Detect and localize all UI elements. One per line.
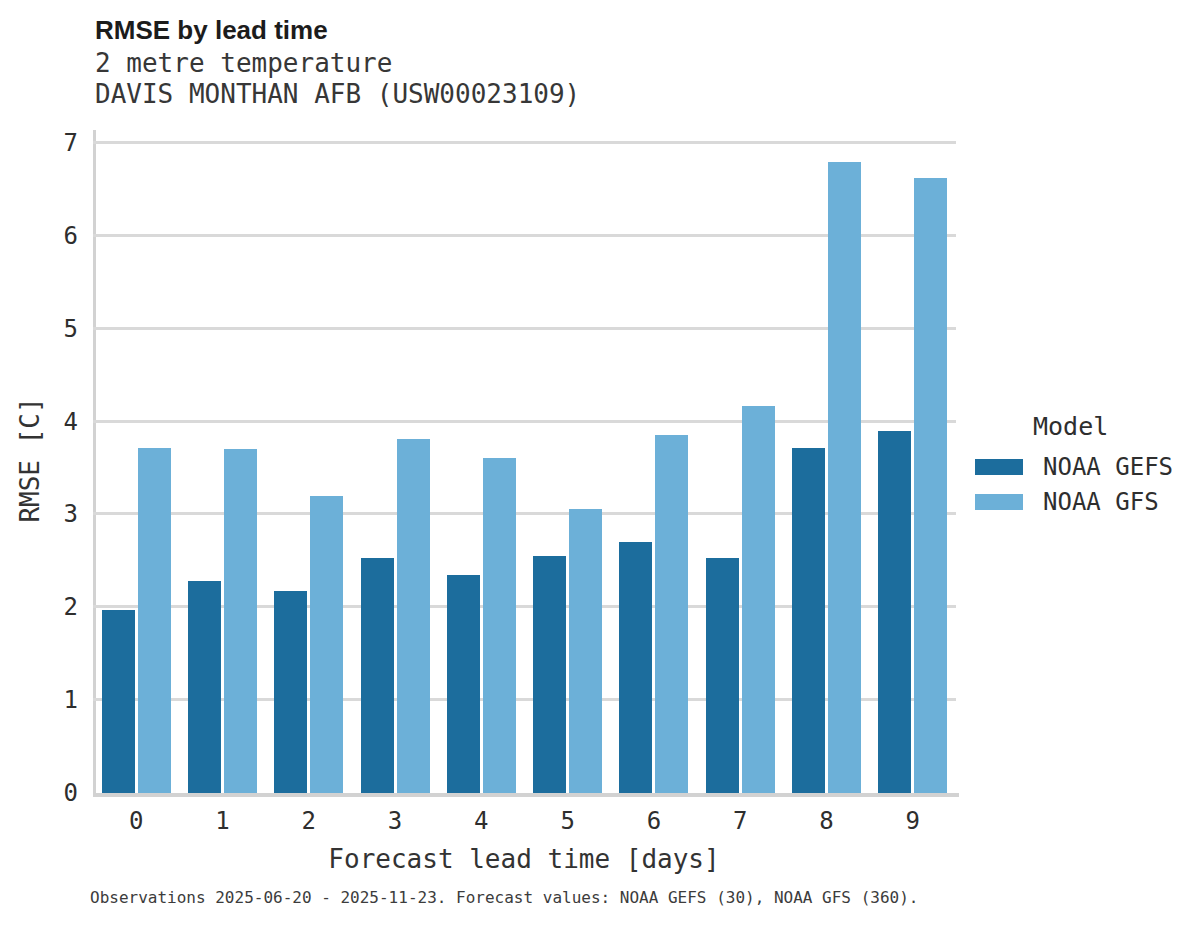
gridline-y-2 — [93, 605, 956, 608]
bar-noaa-gefs-lead-8 — [792, 448, 825, 793]
x-tick-label-0: 0 — [114, 806, 158, 836]
bar-noaa-gfs-lead-6 — [655, 435, 688, 793]
x-tick-label-8: 8 — [805, 806, 849, 836]
x-axis-spine — [93, 793, 959, 797]
bar-noaa-gfs-lead-7 — [742, 406, 775, 793]
bar-noaa-gefs-lead-2 — [274, 591, 307, 793]
legend-swatch-noaa-gefs — [975, 459, 1023, 475]
gridline-y-3 — [93, 512, 956, 515]
legend: Model NOAA GEFS NOAA GFS — [975, 412, 1173, 512]
legend-items: NOAA GEFS NOAA GFS — [975, 457, 1173, 512]
gridline-y-5 — [93, 327, 956, 330]
bar-noaa-gefs-lead-0 — [102, 610, 135, 793]
plot-area — [93, 130, 956, 793]
legend-label-noaa-gfs: NOAA GFS — [1043, 490, 1159, 514]
x-tick-label-3: 3 — [373, 806, 417, 836]
legend-item-noaa-gefs: NOAA GEFS — [975, 457, 1173, 477]
bar-noaa-gefs-lead-7 — [706, 558, 739, 793]
legend-swatch-noaa-gfs — [975, 494, 1023, 510]
y-tick-label-5: 5 — [34, 314, 78, 344]
bar-noaa-gfs-lead-1 — [224, 449, 257, 793]
y-tick-label-1: 1 — [34, 685, 78, 715]
legend-item-noaa-gfs: NOAA GFS — [975, 492, 1173, 512]
x-tick-label-6: 6 — [632, 806, 676, 836]
bar-noaa-gefs-lead-4 — [447, 575, 480, 793]
y-tick-label-6: 6 — [34, 221, 78, 251]
bar-noaa-gefs-lead-9 — [878, 431, 911, 793]
bar-noaa-gfs-lead-9 — [914, 178, 947, 793]
gridline-y-4 — [93, 420, 956, 423]
chart-subtitle-station: DAVIS MONTHAN AFB (USW00023109) — [95, 78, 580, 110]
x-tick-label-4: 4 — [459, 806, 503, 836]
bar-noaa-gfs-lead-5 — [569, 509, 602, 793]
bar-noaa-gefs-lead-3 — [361, 558, 394, 793]
x-axis-label: Forecast lead time [days] — [328, 844, 719, 874]
gridline-y-7 — [93, 141, 956, 144]
y-tick-label-0: 0 — [34, 778, 78, 808]
chart-subtitle-variable: 2 metre temperature — [95, 47, 392, 79]
bar-noaa-gfs-lead-8 — [828, 162, 861, 793]
bar-noaa-gefs-lead-6 — [619, 542, 652, 793]
legend-title: Model — [1033, 412, 1173, 442]
gridline-y-6 — [93, 234, 956, 237]
bar-noaa-gfs-lead-2 — [310, 496, 343, 793]
x-tick-label-2: 2 — [287, 806, 331, 836]
gridline-y-1 — [93, 698, 956, 701]
bar-noaa-gfs-lead-4 — [483, 458, 516, 793]
y-tick-label-3: 3 — [34, 499, 78, 529]
x-tick-label-5: 5 — [546, 806, 590, 836]
bar-noaa-gfs-lead-3 — [397, 439, 430, 793]
bar-noaa-gefs-lead-1 — [188, 581, 221, 793]
footer-note: Observations 2025-06-20 - 2025-11-23. Fo… — [90, 888, 918, 907]
x-tick-label-1: 1 — [200, 806, 244, 836]
y-tick-label-2: 2 — [34, 592, 78, 622]
bar-noaa-gfs-lead-0 — [138, 448, 171, 793]
bar-noaa-gefs-lead-5 — [533, 556, 566, 793]
x-tick-label-7: 7 — [718, 806, 762, 836]
chart-title: RMSE by lead time — [95, 14, 328, 46]
x-tick-label-9: 9 — [891, 806, 935, 836]
chart-page: RMSE by lead time 2 metre temperature DA… — [0, 0, 1195, 928]
y-tick-label-7: 7 — [34, 128, 78, 158]
legend-label-noaa-gefs: NOAA GEFS — [1043, 455, 1173, 479]
y-tick-label-4: 4 — [34, 407, 78, 437]
